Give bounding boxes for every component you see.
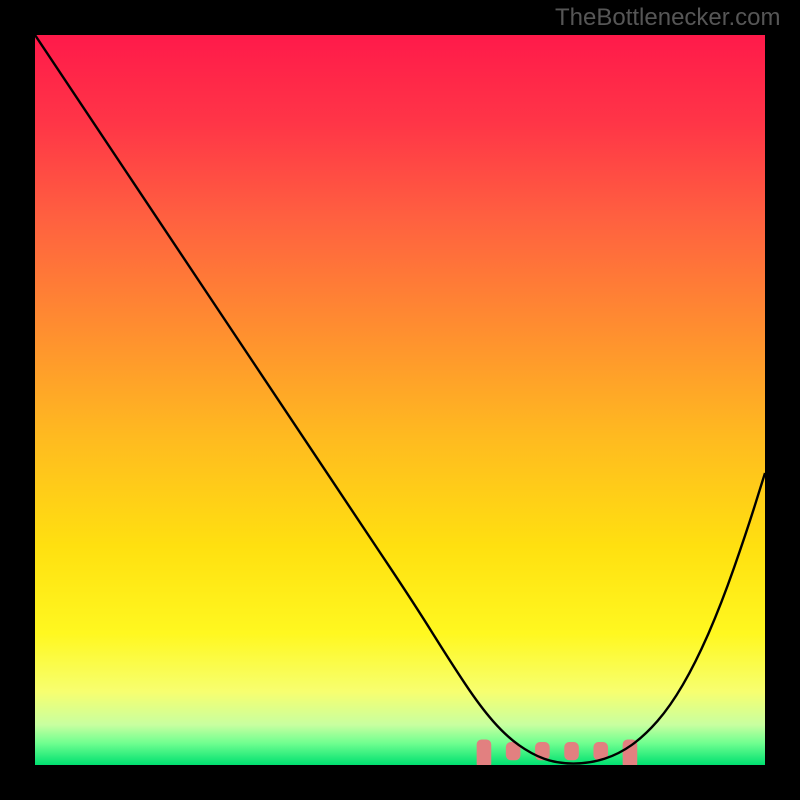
bottom-marker xyxy=(477,739,492,768)
gradient-background xyxy=(35,35,765,765)
chart-svg xyxy=(0,0,800,800)
chart-stage: TheBottlenecker.com xyxy=(0,0,800,800)
bottom-marker xyxy=(564,742,579,760)
